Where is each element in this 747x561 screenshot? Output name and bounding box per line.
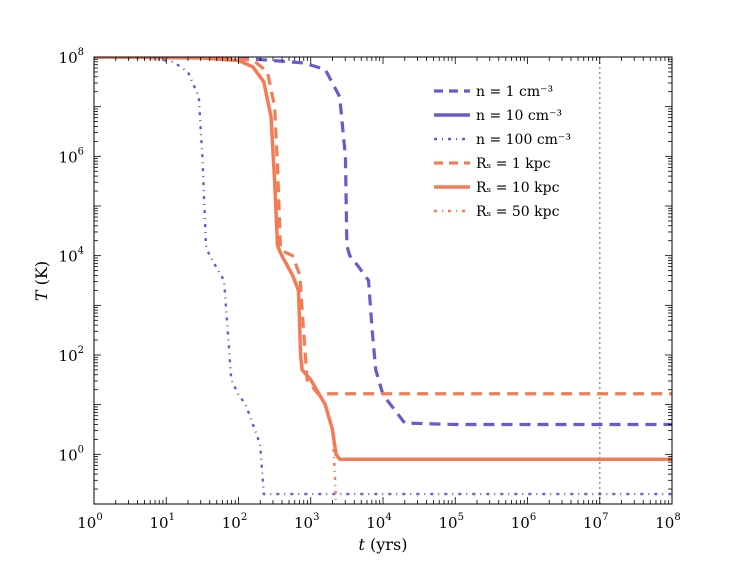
y-axis-open-paren: ( [32, 279, 51, 290]
series-line-3 [94, 57, 672, 462]
x-axis-close-paren: ) [401, 535, 407, 554]
x-tick-label: 102 [222, 512, 247, 532]
y-tick-label: 102 [59, 345, 84, 365]
y-tick-label: 104 [59, 246, 84, 266]
tick-layer [93, 56, 673, 505]
x-tick-label: 104 [366, 512, 391, 532]
y-tick-labels: 100 102 104 106 108 [59, 47, 84, 464]
x-axis-var: t [359, 535, 366, 554]
x-tick-label: 106 [511, 512, 536, 532]
legend-label: n = 100 cm⁻³ [476, 132, 571, 148]
series-line-2 [94, 57, 672, 396]
x-tick-label: 103 [294, 512, 319, 532]
legend-label: Rₛ = 10 kpc [476, 180, 560, 196]
x-tick-label: 100 [77, 512, 102, 532]
x-axis-unit: yrs [375, 535, 401, 554]
legend: n = 1 cm⁻³ n = 10 cm⁻³ n = 100 cm⁻³ Rₛ = 1 … [434, 84, 571, 220]
x-axis-label: t (yrs) [359, 535, 408, 554]
y-tick-label: 108 [59, 47, 84, 67]
y-axis-unit: K [32, 266, 51, 279]
y-axis-label: T (K) [32, 261, 51, 301]
series-line-1 [94, 57, 672, 427]
legend-label: n = 1 cm⁻³ [476, 84, 553, 100]
y-tick-label: 100 [59, 444, 84, 464]
plot-area [94, 57, 672, 504]
legend-label: n = 10 cm⁻³ [476, 108, 562, 124]
x-tick-label: 108 [655, 512, 680, 532]
y-tick-label: 106 [59, 146, 84, 166]
legend-label: Rₛ = 1 kpc [476, 156, 551, 172]
x-tick-label: 105 [439, 512, 464, 532]
y-axis-close-paren: ) [32, 261, 51, 267]
x-tick-label: 101 [150, 512, 175, 532]
x-tick-label: 107 [583, 512, 608, 532]
x-tick-labels: 100 101 102 103 104 105 106 107 108 [77, 512, 680, 532]
series-layer [94, 57, 672, 504]
legend-label: Rₛ = 50 kpc [476, 204, 560, 220]
y-axis-var: T [32, 289, 51, 301]
x-axis-open-paren: ( [365, 535, 376, 554]
